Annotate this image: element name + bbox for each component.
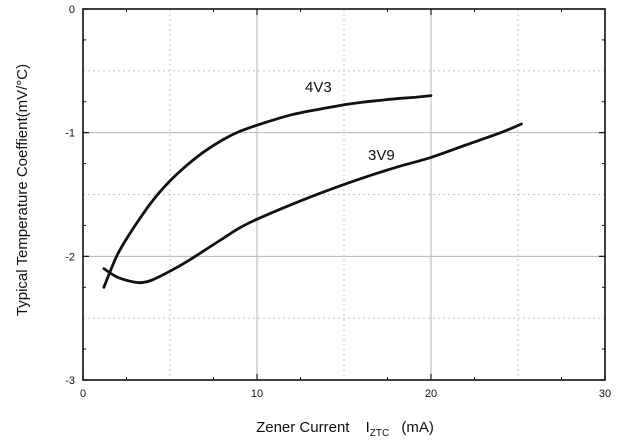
x-tick-label: 0: [80, 388, 86, 400]
y-axis-title: Typical Temperature Coeffient(mV/°C): [14, 64, 31, 316]
grid: [83, 9, 605, 380]
plot-frame: [82, 8, 606, 381]
x-axis-label: Zener Current: [256, 419, 350, 436]
y-tick-label: -1: [65, 128, 75, 140]
x-axis-subscript: ZTC: [370, 428, 389, 439]
x-axis-title: Zener Current IZTC (mA): [256, 419, 434, 440]
series-line-3v9: [102, 122, 523, 285]
curves: [102, 94, 523, 289]
x-axis-unit: (mA): [401, 419, 434, 436]
series-line-4v3: [102, 94, 433, 289]
y-tick-label: 0: [69, 4, 75, 16]
x-tick-label: 30: [599, 388, 611, 400]
x-tick-label: 20: [425, 388, 437, 400]
series-label-4v3: 4V3: [305, 79, 332, 96]
x-axis-symbol: I: [366, 419, 370, 436]
series-label-3v9: 3V9: [368, 147, 395, 164]
y-tick-label: -3: [65, 375, 75, 387]
tick-labels: 0 10 20 30 0 -1 -2 -3: [65, 4, 611, 400]
y-tick-label: -2: [65, 251, 75, 263]
axis-ticks: [82, 8, 606, 381]
x-tick-label: 10: [251, 388, 263, 400]
